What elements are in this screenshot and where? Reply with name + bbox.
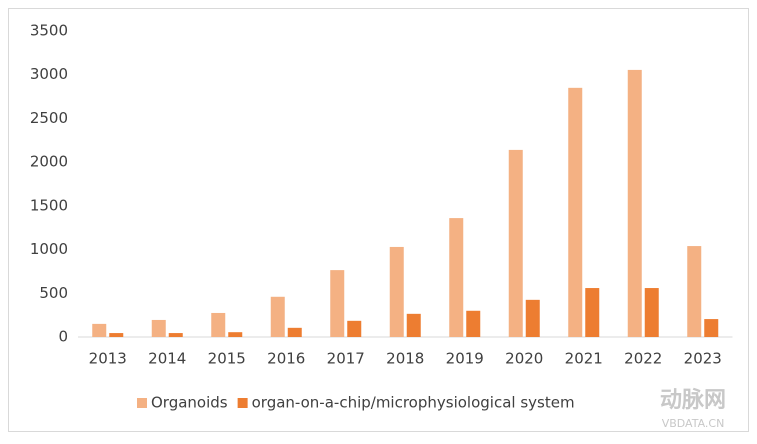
y-tick-label: 500 — [39, 284, 68, 302]
y-tick-label: 2500 — [30, 109, 68, 127]
bar — [389, 246, 404, 337]
watermark-site: VBDATA.CN — [662, 417, 725, 430]
bar — [585, 288, 600, 337]
x-tick-label: 2015 — [208, 350, 246, 368]
y-tick-label: 2000 — [30, 153, 68, 171]
chart-frame — [8, 8, 749, 432]
bar — [525, 299, 540, 337]
x-tick-label: 2022 — [624, 350, 662, 368]
bar — [92, 323, 107, 337]
bar — [228, 332, 243, 337]
bar — [211, 312, 226, 337]
x-tick-label: 2016 — [267, 350, 305, 368]
bar — [627, 69, 642, 338]
bar — [568, 87, 583, 337]
x-tick-label: 2017 — [327, 350, 365, 368]
bar — [644, 288, 659, 337]
bar — [330, 270, 345, 337]
x-tick-label: 2014 — [148, 350, 186, 368]
legend-label: organ-on-a-chip/microphysiological syste… — [252, 394, 575, 412]
bar — [508, 149, 523, 337]
watermark-logo: 动脉网 — [660, 388, 726, 413]
y-tick-label: 3000 — [30, 65, 68, 83]
bar — [168, 333, 183, 337]
y-tick-label: 1000 — [30, 240, 68, 258]
x-tick-label: 2018 — [386, 350, 424, 368]
bar — [151, 319, 166, 337]
x-tick-label: 2021 — [565, 350, 603, 368]
legend-swatch — [137, 398, 147, 408]
x-tick-label: 2020 — [505, 350, 543, 368]
bar — [449, 218, 464, 337]
y-tick-label: 3500 — [30, 22, 68, 40]
legend-swatch — [237, 398, 248, 408]
bar — [406, 313, 421, 337]
bar — [287, 327, 302, 337]
bar — [347, 320, 362, 337]
bar — [109, 333, 124, 337]
bar — [466, 310, 481, 337]
bar — [704, 319, 719, 337]
x-tick-label: 2019 — [446, 350, 484, 368]
legend-label: Organoids — [151, 394, 228, 412]
x-tick-label: 2023 — [684, 350, 722, 368]
bar — [687, 246, 702, 337]
y-tick-label: 0 — [58, 328, 68, 346]
y-tick-label: 1500 — [30, 196, 68, 214]
bar — [270, 296, 285, 337]
x-tick-label: 2013 — [89, 350, 127, 368]
